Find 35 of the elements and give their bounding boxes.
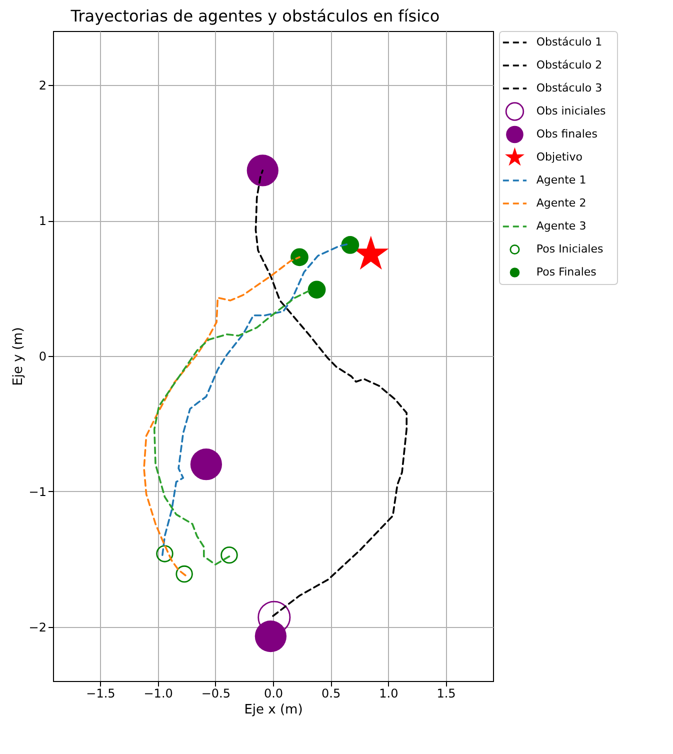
point: [341, 236, 360, 254]
x-tick-label: 1.0: [379, 686, 398, 700]
legend-label: Agente 3: [536, 220, 586, 232]
legend-label: Agente 1: [536, 174, 586, 186]
point: [308, 280, 326, 299]
chart-title: Trayectorias de agentes y obstáculos en físico: [70, 6, 440, 26]
y-tick-label: 1: [38, 214, 46, 228]
legend-label: Obs iniciales: [536, 104, 606, 118]
legend-label: Agente 2: [536, 196, 586, 210]
legend-label: Obstáculo 3: [536, 82, 602, 94]
point: [190, 448, 222, 480]
point: [156, 545, 174, 562]
x-tick-label: −1.0: [144, 686, 173, 700]
legend-label: Pos Iniciales: [536, 242, 604, 256]
point: [246, 154, 278, 186]
point: [254, 620, 287, 652]
legend-label: Objetivo: [536, 150, 583, 164]
x-tick-label: 1.5: [436, 686, 456, 700]
legend-label: Pos Finales: [536, 266, 597, 278]
point: [176, 565, 193, 583]
legend-label: Obs finales: [536, 128, 598, 140]
point: [290, 248, 308, 266]
x-tick-label: −0.5: [201, 686, 230, 700]
y-tick-label: −1: [28, 484, 46, 499]
y-tick-label: 2: [38, 78, 46, 93]
point: [220, 546, 238, 564]
y-tick-label: −2: [28, 620, 46, 634]
y-axis-title: Eje y (m): [10, 327, 26, 386]
y-tick-label: 0: [38, 350, 46, 364]
x-axis-title: Eje x (m): [244, 702, 303, 718]
legend-label: Obstáculo 2: [536, 58, 602, 72]
x-tick-label: 0.5: [322, 686, 341, 700]
legend-label: Obstáculo 1: [536, 36, 602, 48]
x-tick-label: 0.0: [264, 686, 284, 700]
x-tick-label: −1.5: [86, 686, 116, 700]
